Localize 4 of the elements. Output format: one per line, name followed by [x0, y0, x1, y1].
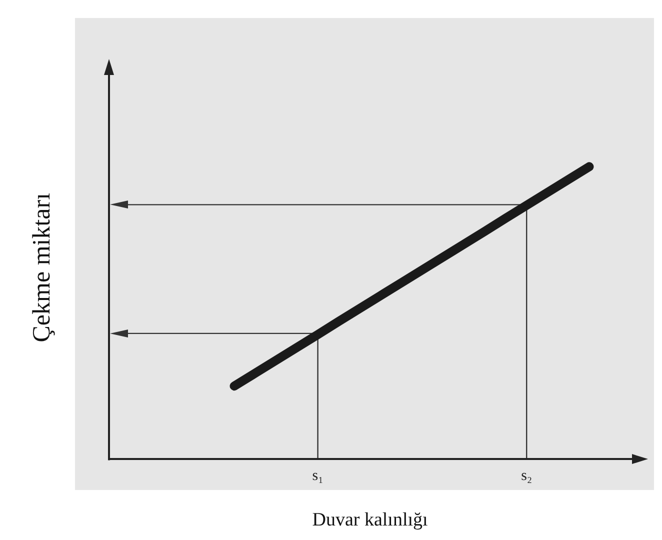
- x-tick-label: s₂: [521, 468, 532, 484]
- y-axis-title: Çekme miktarı: [28, 192, 56, 342]
- x-axis-title: Duvar kalınlığı: [312, 510, 428, 531]
- x-tick-label: s₁: [312, 468, 324, 484]
